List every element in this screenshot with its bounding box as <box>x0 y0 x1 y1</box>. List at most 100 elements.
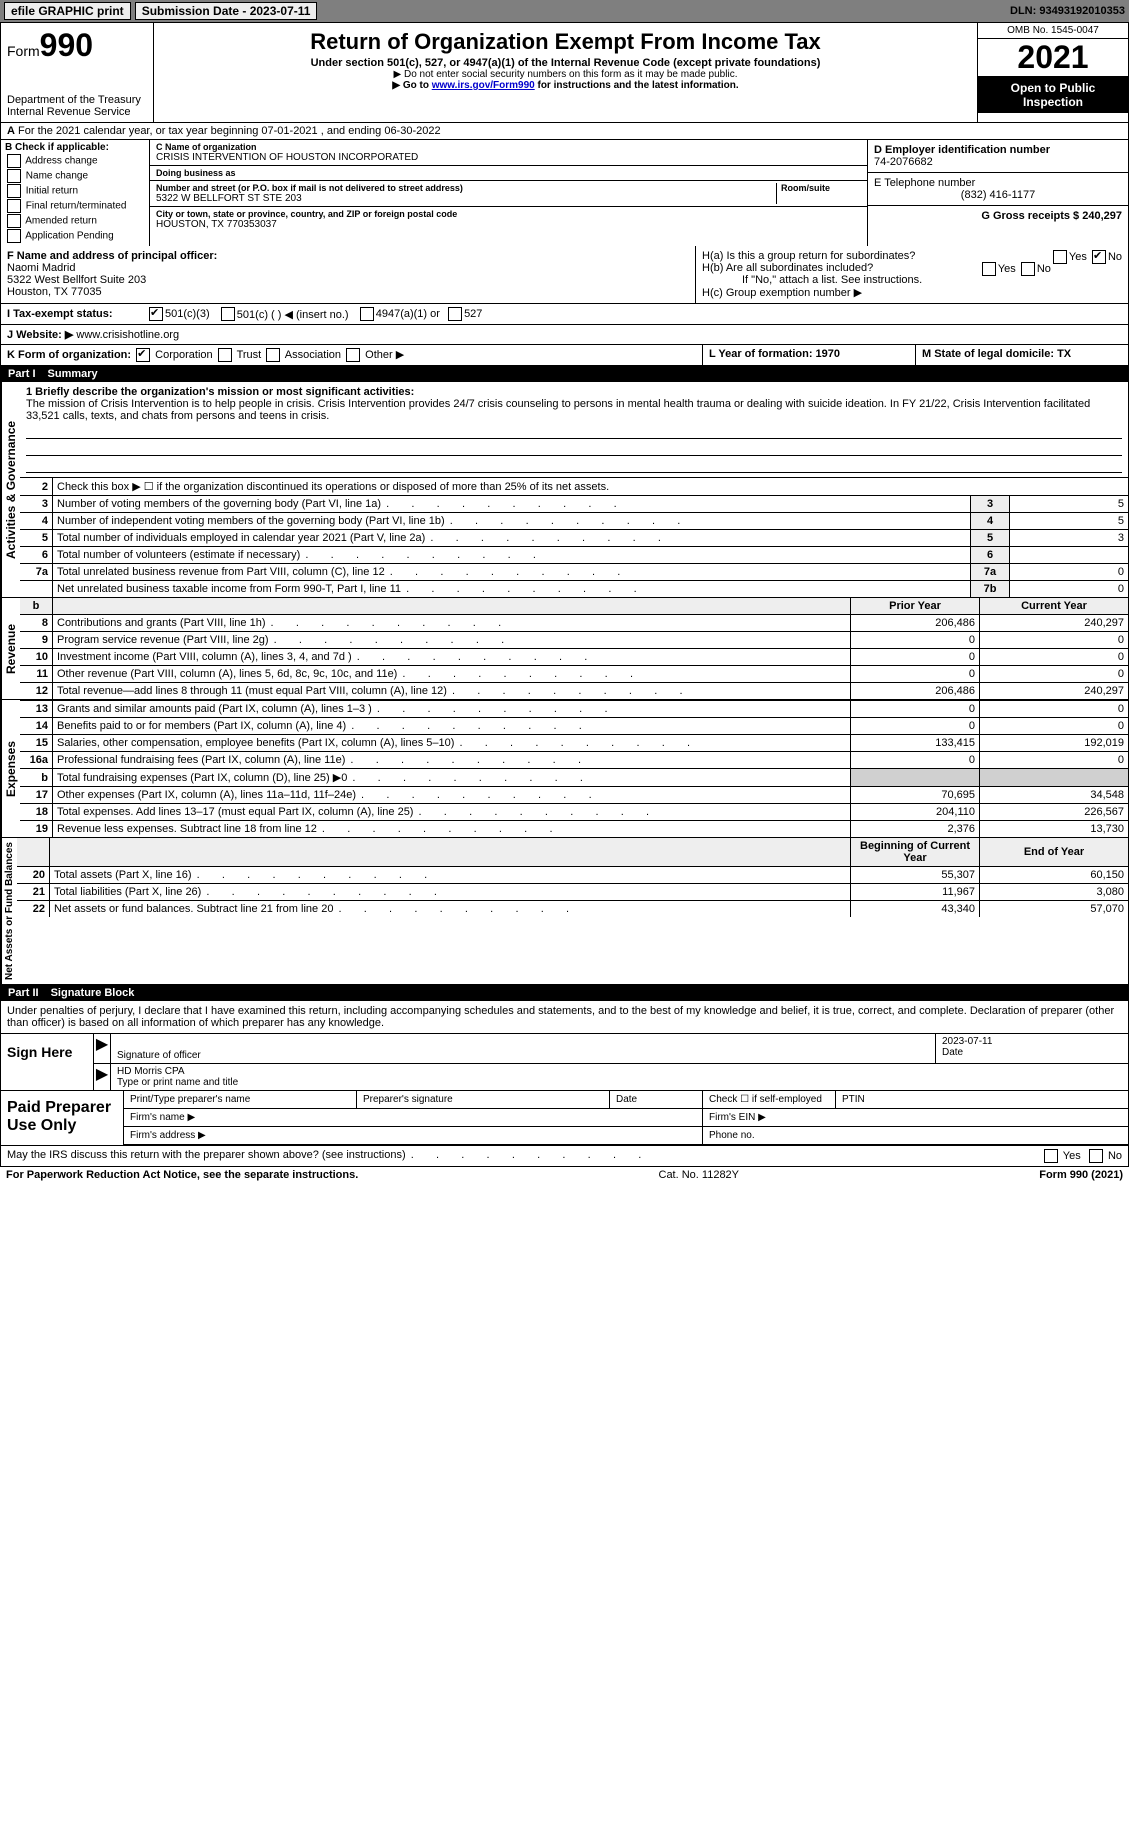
efile-print-button[interactable]: efile GRAPHIC print <box>4 2 131 20</box>
hb-yes[interactable] <box>982 262 996 276</box>
chk-501c3[interactable] <box>149 307 163 321</box>
line-text: Other expenses (Part IX, column (A), lin… <box>53 787 851 804</box>
h-a-row: H(a) Is this a group return for subordin… <box>702 250 1122 262</box>
line-num: 16a <box>20 752 53 769</box>
chk-corp[interactable] <box>136 348 150 362</box>
line-text: Total revenue—add lines 8 through 11 (mu… <box>53 683 851 700</box>
col-curr: Current Year <box>980 598 1129 615</box>
paid-preparer-label: Paid Preparer Use Only <box>1 1091 124 1145</box>
no-text-1: No <box>1108 251 1122 263</box>
pra-notice: For Paperwork Reduction Act Notice, see … <box>6 1169 358 1181</box>
line-box: 5 <box>971 530 1010 547</box>
chk-4947[interactable] <box>360 307 374 321</box>
chk-address-change[interactable]: Address change <box>5 154 145 168</box>
chk-527[interactable] <box>448 307 462 321</box>
chk-final-return[interactable]: Final return/terminated <box>5 199 145 213</box>
q2-text: Check this box ▶ ☐ if the organization d… <box>53 478 1129 496</box>
sig-declaration: Under penalties of perjury, I declare th… <box>1 1001 1128 1034</box>
addr-val: 5322 W BELLFORT ST STE 203 <box>156 193 776 204</box>
sig-name-label: Type or print name and title <box>117 1077 238 1088</box>
opt-501c3: 501(c)(3) <box>165 308 210 320</box>
line-box: 7a <box>971 564 1010 581</box>
curr-val: 0 <box>980 752 1129 769</box>
l-label: L Year of formation: 1970 <box>709 348 840 360</box>
line-num: 19 <box>20 821 53 838</box>
sig-name-cell: HD Morris CPA Type or print name and tit… <box>111 1064 1128 1090</box>
part1-header: Part I Summary <box>0 366 1129 382</box>
pt-sig: Preparer's signature <box>357 1091 610 1109</box>
line-num: 11 <box>20 666 53 683</box>
firm-phone: Phone no. <box>703 1127 1129 1145</box>
firm-name: Firm's name ▶ <box>124 1109 703 1127</box>
cell-gross: G Gross receipts $ 240,297 <box>868 206 1128 226</box>
chk-name-change[interactable]: Name change <box>5 169 145 183</box>
chk-assoc[interactable] <box>266 348 280 362</box>
prior-val: 0 <box>851 649 980 666</box>
chk-initial-return[interactable]: Initial return <box>5 184 145 198</box>
ha-yes[interactable] <box>1053 250 1067 264</box>
line-num: 5 <box>20 530 53 547</box>
org-name: CRISIS INTERVENTION OF HOUSTON INCORPORA… <box>156 152 861 163</box>
g-label: G Gross receipts $ 240,297 <box>981 210 1122 222</box>
line-num <box>20 581 53 598</box>
curr-val: 240,297 <box>980 615 1129 632</box>
ag-table: 2Check this box ▶ ☐ if the organization … <box>20 477 1128 597</box>
line-num: 17 <box>20 787 53 804</box>
line-text: Salaries, other compensation, employee b… <box>53 735 851 752</box>
discuss-row: May the IRS discuss this return with the… <box>1 1145 1128 1166</box>
c-label: C Name of organization <box>156 142 861 152</box>
line-num: 7a <box>20 564 53 581</box>
chk-trust[interactable] <box>218 348 232 362</box>
line-text: Net assets or fund balances. Subtract li… <box>50 901 851 918</box>
sig-arrow-1: ▶ <box>94 1034 111 1063</box>
cell-phone: E Telephone number (832) 416-1177 <box>868 173 1128 206</box>
f-officer: F Name and address of principal officer:… <box>1 246 696 303</box>
form-footer: Form 990 (2021) <box>1039 1169 1123 1181</box>
exp-table: 13 Grants and similar amounts paid (Part… <box>20 700 1128 837</box>
h-a-label: H(a) Is this a group return for subordin… <box>702 250 915 262</box>
row-a-tax-year: A For the 2021 calendar year, or tax yea… <box>0 123 1129 140</box>
chk-501c[interactable] <box>221 307 235 321</box>
line-text: Revenue less expenses. Subtract line 18 … <box>53 821 851 838</box>
prior-val: 43,340 <box>851 901 980 918</box>
chk-other[interactable] <box>346 348 360 362</box>
submission-date-button[interactable]: Submission Date - 2023-07-11 <box>135 2 318 20</box>
sign-here-row: Sign Here ▶ Signature of officer 2023-07… <box>1 1034 1128 1090</box>
ha-no[interactable] <box>1092 250 1106 264</box>
irs-form990-link[interactable]: www.irs.gov/Form990 <box>432 80 535 91</box>
discuss-yes[interactable] <box>1044 1149 1058 1163</box>
col-c-org-info: C Name of organization CRISIS INTERVENTI… <box>150 140 867 246</box>
firm-addr: Firm's address ▶ <box>124 1127 703 1145</box>
line-box: 4 <box>971 513 1010 530</box>
curr-val: 13,730 <box>980 821 1129 838</box>
line-text: Contributions and grants (Part VIII, lin… <box>53 615 851 632</box>
discuss-no[interactable] <box>1089 1149 1103 1163</box>
curr-val: 226,567 <box>980 804 1129 821</box>
addr-change-text: Address change <box>25 156 97 167</box>
line-num: b <box>20 769 53 787</box>
form-word: Form <box>7 43 40 59</box>
curr-val: 57,070 <box>980 901 1129 918</box>
prior-val: 55,307 <box>851 867 980 884</box>
curr-val: 3,080 <box>980 884 1129 901</box>
chk-amended[interactable]: Amended return <box>5 214 145 228</box>
part2-header: Part II Signature Block <box>0 985 1129 1001</box>
chk-app-pending[interactable]: Application Pending <box>5 229 145 243</box>
pt-date: Date <box>610 1091 703 1109</box>
line-num: 10 <box>20 649 53 666</box>
line-val: 3 <box>1010 530 1129 547</box>
opt-501c: 501(c) ( ) ◀ (insert no.) <box>237 308 349 321</box>
prior-val: 133,415 <box>851 735 980 752</box>
curr-val: 0 <box>980 666 1129 683</box>
line-num: 12 <box>20 683 53 700</box>
row-j-website: J Website: ▶ www.crisishotline.org <box>0 325 1129 345</box>
city-label: City or town, state or province, country… <box>156 209 861 219</box>
phone-val: (832) 416-1177 <box>874 189 1122 201</box>
hb-no[interactable] <box>1021 262 1035 276</box>
sig-officer-line: ▶ Signature of officer 2023-07-11 Date <box>94 1034 1128 1064</box>
opt-4947: 4947(a)(1) or <box>376 308 440 320</box>
form-subtitle: Under section 501(c), 527, or 4947(a)(1)… <box>162 57 969 69</box>
firm-ein: Firm's EIN ▶ <box>703 1109 1129 1127</box>
sig-name-val: HD Morris CPA <box>117 1066 185 1077</box>
line-text: Program service revenue (Part VIII, line… <box>53 632 851 649</box>
